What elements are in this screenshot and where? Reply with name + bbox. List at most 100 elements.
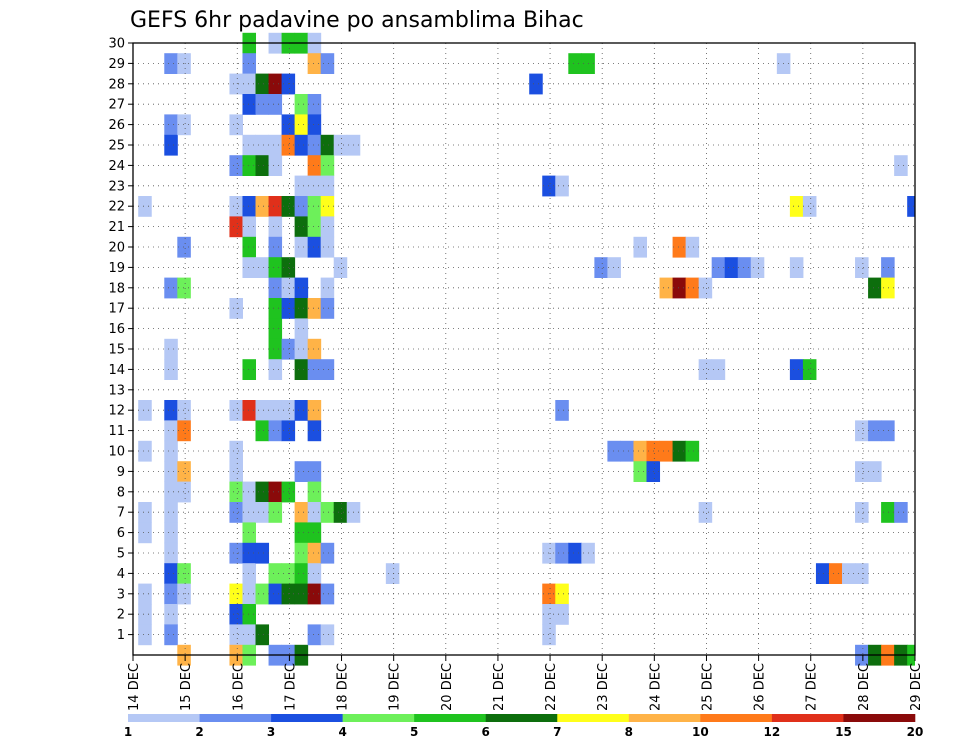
heatmap-cell bbox=[294, 175, 309, 197]
heatmap-cell bbox=[242, 73, 257, 95]
y-tick-label: 8 bbox=[117, 485, 125, 500]
heatmap-cell bbox=[242, 542, 257, 564]
heatmap-cell bbox=[242, 583, 257, 605]
heatmap-cell bbox=[294, 114, 309, 136]
heatmap-cell bbox=[242, 522, 257, 544]
heatmap-cell bbox=[855, 563, 869, 584]
heatmap-cell bbox=[177, 481, 191, 503]
heatmap-cell bbox=[320, 175, 335, 197]
heatmap-cell bbox=[138, 604, 152, 625]
heatmap-cell bbox=[750, 257, 765, 278]
y-tick-label: 9 bbox=[117, 465, 125, 480]
heatmap-cell bbox=[320, 542, 335, 564]
heatmap-cell bbox=[320, 277, 335, 299]
heatmap-cell bbox=[672, 277, 687, 299]
heatmap-cell bbox=[698, 277, 713, 299]
heatmap-cell bbox=[672, 236, 687, 258]
colorbar-label: 7 bbox=[553, 725, 561, 739]
heatmap-cell bbox=[255, 400, 270, 421]
y-tick-label: 11 bbox=[108, 424, 125, 439]
heatmap-cell bbox=[268, 338, 283, 360]
heatmap-cell bbox=[307, 481, 322, 503]
heatmap-cell bbox=[294, 236, 309, 258]
y-tick-label: 28 bbox=[108, 77, 125, 92]
heatmap-cell bbox=[164, 542, 178, 564]
y-tick-label: 17 bbox=[108, 302, 125, 317]
colorbar-segment bbox=[271, 714, 343, 722]
heatmap-cell bbox=[164, 502, 178, 523]
heatmap-cell bbox=[229, 440, 243, 462]
heatmap-cell bbox=[881, 502, 895, 523]
heatmap-cell bbox=[229, 624, 243, 646]
heatmap-cell bbox=[138, 400, 152, 421]
colorbar-label: 12 bbox=[764, 725, 781, 739]
colorbar-segment bbox=[128, 714, 200, 722]
heatmap-cell bbox=[294, 94, 309, 115]
heatmap-cell bbox=[881, 277, 895, 299]
heatmap-cell bbox=[255, 196, 270, 217]
heatmap-cell bbox=[164, 338, 178, 360]
heatmap-cell bbox=[177, 114, 191, 136]
y-tick-label: 12 bbox=[108, 404, 125, 419]
heatmap-cell bbox=[229, 216, 243, 238]
heatmap-cell bbox=[268, 277, 283, 299]
heatmap-cell bbox=[881, 420, 895, 442]
heatmap-cell bbox=[242, 563, 257, 584]
heatmap-cell bbox=[320, 236, 335, 258]
colorbar-label: 15 bbox=[835, 725, 852, 739]
x-tick-label: 22 DEC bbox=[544, 663, 559, 711]
heatmap-cell bbox=[868, 461, 882, 482]
heatmap-cell bbox=[320, 359, 335, 380]
heatmap-cell bbox=[255, 155, 270, 176]
heatmap-cell bbox=[307, 155, 322, 176]
y-tick-label: 4 bbox=[117, 567, 125, 582]
colorbar-segment bbox=[628, 714, 701, 722]
heatmap-cell bbox=[307, 583, 322, 605]
heatmap-cell bbox=[894, 155, 908, 176]
colorbar-label: 1 bbox=[124, 725, 132, 739]
heatmap-cell bbox=[633, 440, 648, 462]
heatmap-cell bbox=[294, 318, 309, 340]
x-tick-label: 20 DEC bbox=[440, 663, 455, 711]
y-tick-label: 23 bbox=[108, 179, 125, 194]
heatmap-cell bbox=[555, 175, 569, 197]
heatmap-cell bbox=[177, 236, 191, 258]
x-tick-label: 19 DEC bbox=[388, 663, 403, 711]
y-tick-label: 21 bbox=[108, 220, 125, 235]
heatmap-cell bbox=[294, 277, 309, 299]
heatmap-cell bbox=[268, 134, 283, 156]
heatmap-cell bbox=[242, 134, 257, 156]
heatmap-cell bbox=[307, 420, 322, 442]
heatmap-cell bbox=[268, 359, 283, 380]
heatmap-cell bbox=[242, 502, 257, 523]
heatmap-cell bbox=[294, 563, 309, 584]
colorbar: 1 2 3 4 5 6 7 8 10 12 15 20 bbox=[124, 714, 923, 739]
heatmap-cell bbox=[385, 563, 400, 584]
heatmap-cell bbox=[229, 542, 243, 564]
x-tick-label: 14 DEC bbox=[127, 663, 142, 711]
heatmap-cell bbox=[242, 216, 257, 238]
heatmap-cell bbox=[698, 502, 713, 523]
y-tick-label: 29 bbox=[108, 57, 125, 72]
heatmap-cell bbox=[555, 604, 569, 625]
y-tick-label: 26 bbox=[108, 118, 125, 133]
heatmap-cell bbox=[542, 604, 556, 625]
y-tick-label: 20 bbox=[108, 241, 125, 256]
heatmap-cell bbox=[164, 134, 178, 156]
x-tick-label: 24 DEC bbox=[648, 663, 663, 711]
heatmap-cell bbox=[255, 542, 270, 564]
heatmap-cell bbox=[177, 53, 191, 74]
x-axis: 14 DEC 15 DEC 16 DEC 17 DEC 18 DEC 19 DEC 20 D… bbox=[127, 655, 924, 711]
heatmap-cell bbox=[633, 461, 648, 482]
x-tick-label: 15 DEC bbox=[179, 663, 194, 711]
heatmap-cell bbox=[229, 461, 243, 482]
heatmap-cell bbox=[294, 461, 309, 482]
heatmap-cell bbox=[320, 298, 335, 319]
heatmap-cell bbox=[855, 502, 869, 523]
heatmap-cell bbox=[307, 94, 322, 115]
heatmap-cell bbox=[555, 583, 569, 605]
heatmap-cell bbox=[268, 298, 283, 319]
heatmap-cell bbox=[685, 440, 700, 462]
heatmap-cell bbox=[607, 440, 621, 462]
heatmap-cell bbox=[242, 236, 257, 258]
